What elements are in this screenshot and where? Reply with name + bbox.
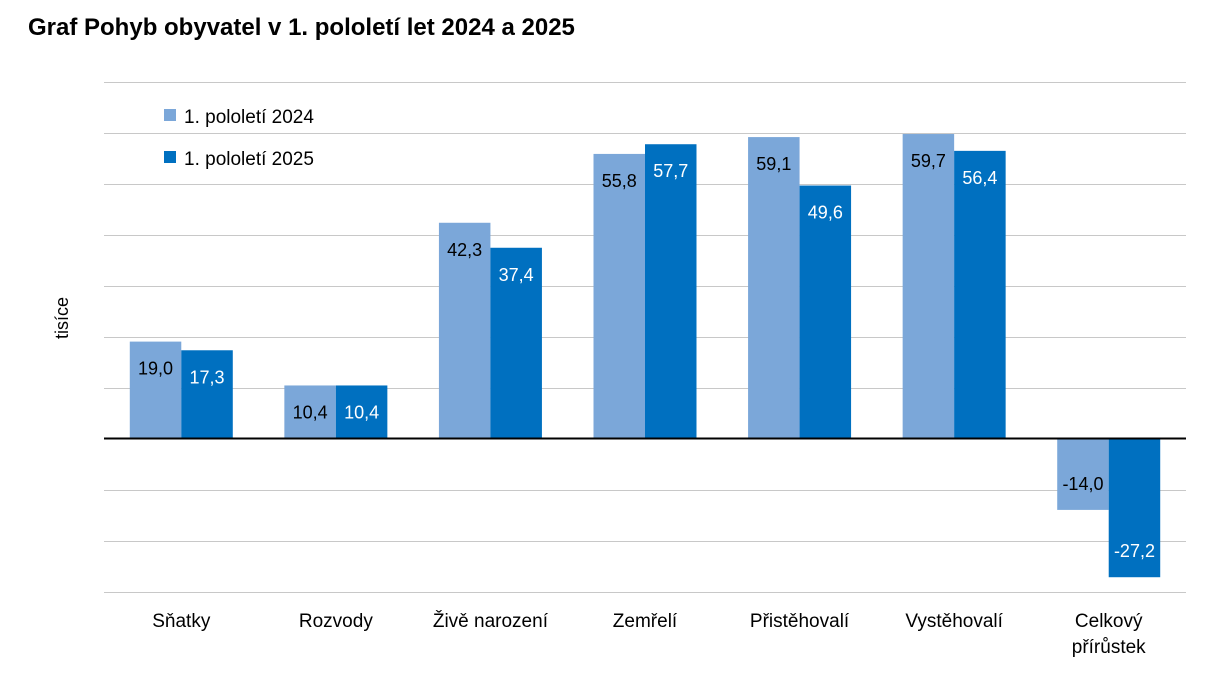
- bar: [335, 385, 388, 439]
- bar: [129, 341, 182, 439]
- category-label: Celkový: [1075, 611, 1143, 632]
- bar: [490, 247, 542, 439]
- data-label: -27,2: [1114, 541, 1155, 561]
- category-label: Rozvody: [299, 611, 373, 632]
- category-label: Vystěhovalí: [905, 611, 1003, 632]
- legend-swatch: [164, 109, 176, 121]
- category-label: Přistěhovalí: [750, 611, 850, 632]
- data-label: 55,8: [602, 171, 637, 191]
- legend-swatch: [164, 151, 176, 163]
- data-label: 17,3: [190, 367, 225, 387]
- data-label: 59,1: [756, 154, 791, 174]
- category-label: Sňatky: [152, 611, 211, 632]
- data-label: 10,4: [293, 402, 328, 422]
- chart-title: Graf Pohyb obyvatel v 1. pololetí let 20…: [28, 14, 575, 41]
- data-label: 59,7: [911, 151, 946, 171]
- category-label: Zemřelí: [613, 611, 678, 632]
- data-label: 42,3: [447, 240, 482, 260]
- bar: [954, 150, 1006, 439]
- bar: [438, 222, 491, 439]
- bar: [799, 185, 852, 439]
- bar: [645, 144, 697, 439]
- bar: [748, 137, 800, 439]
- bar: [593, 153, 645, 439]
- bar: [284, 385, 336, 439]
- data-label: 49,6: [808, 203, 843, 223]
- bar: [902, 134, 955, 439]
- data-label: -14,0: [1062, 474, 1103, 494]
- category-label: Živě narození: [433, 610, 549, 632]
- data-label: 56,4: [962, 168, 997, 188]
- bar: [1108, 438, 1161, 578]
- bar: [181, 350, 233, 439]
- legend-label: 1. pololetí 2025: [184, 149, 314, 170]
- data-label: 10,4: [344, 402, 379, 422]
- data-label: 37,4: [499, 265, 534, 285]
- y-axis-label: tisíce: [52, 297, 72, 339]
- bar: [1057, 438, 1109, 510]
- data-label: 57,7: [653, 161, 688, 181]
- legend-label: 1. pololetí 2024: [184, 107, 314, 128]
- category-label: přírůstek: [1072, 637, 1146, 658]
- data-label: 19,0: [138, 359, 173, 379]
